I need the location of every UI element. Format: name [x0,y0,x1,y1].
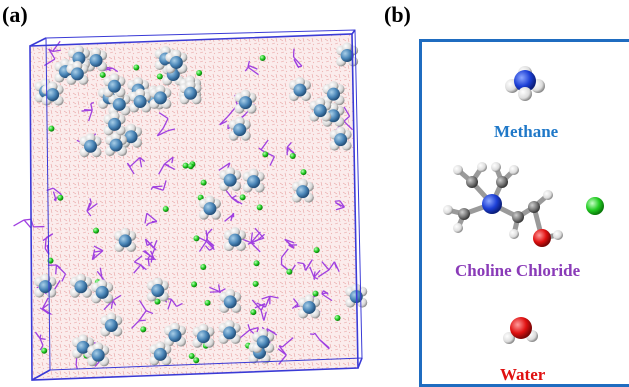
methane-model [505,66,545,101]
simulation-box-image [0,28,392,387]
molecule-legend-panel: Methane Choline Chloride Water [419,39,629,387]
simulation-box-svg [13,29,368,381]
chloride-ion-model [586,197,604,215]
water-model [503,317,538,344]
choline-chloride-label: Choline Chloride [455,261,581,280]
water-label: Water [500,365,546,384]
molecule-legend-svg [443,66,604,344]
box-edges [29,29,363,381]
choline-atoms [443,162,563,247]
panel-b-label: (b) [384,2,411,27]
methane-label: Methane [494,122,559,141]
panel-a-label: (a) [2,2,28,27]
methane-molecules [34,42,368,367]
